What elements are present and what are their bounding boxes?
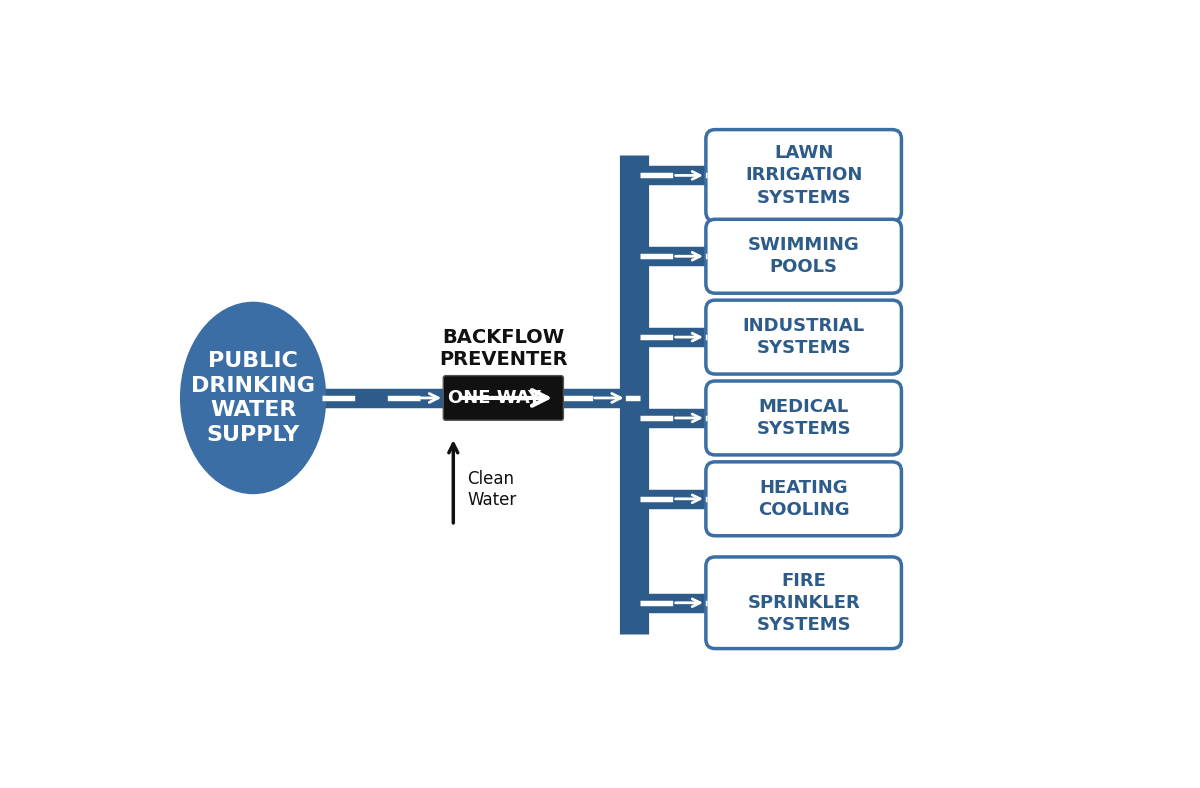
- Text: MEDICAL
SYSTEMS: MEDICAL SYSTEMS: [756, 398, 851, 438]
- FancyBboxPatch shape: [706, 300, 901, 374]
- FancyBboxPatch shape: [706, 462, 901, 536]
- Text: SWIMMING
POOLS: SWIMMING POOLS: [748, 236, 859, 277]
- FancyBboxPatch shape: [443, 376, 564, 420]
- Text: ONE WAY: ONE WAY: [448, 389, 541, 407]
- Text: HEATING
COOLING: HEATING COOLING: [758, 479, 850, 519]
- Text: Clean
Water: Clean Water: [467, 470, 516, 508]
- Text: INDUSTRIAL
SYSTEMS: INDUSTRIAL SYSTEMS: [743, 317, 865, 357]
- Text: FIRE
SPRINKLER
SYSTEMS: FIRE SPRINKLER SYSTEMS: [748, 571, 860, 634]
- FancyBboxPatch shape: [706, 129, 901, 221]
- FancyBboxPatch shape: [706, 381, 901, 455]
- FancyBboxPatch shape: [706, 219, 901, 293]
- Text: BACKFLOW
PREVENTER: BACKFLOW PREVENTER: [439, 328, 568, 369]
- Text: LAWN
IRRIGATION
SYSTEMS: LAWN IRRIGATION SYSTEMS: [745, 144, 863, 206]
- Ellipse shape: [180, 302, 326, 494]
- Text: PUBLIC
DRINKING
WATER
SUPPLY: PUBLIC DRINKING WATER SUPPLY: [191, 351, 316, 445]
- FancyBboxPatch shape: [706, 557, 901, 649]
